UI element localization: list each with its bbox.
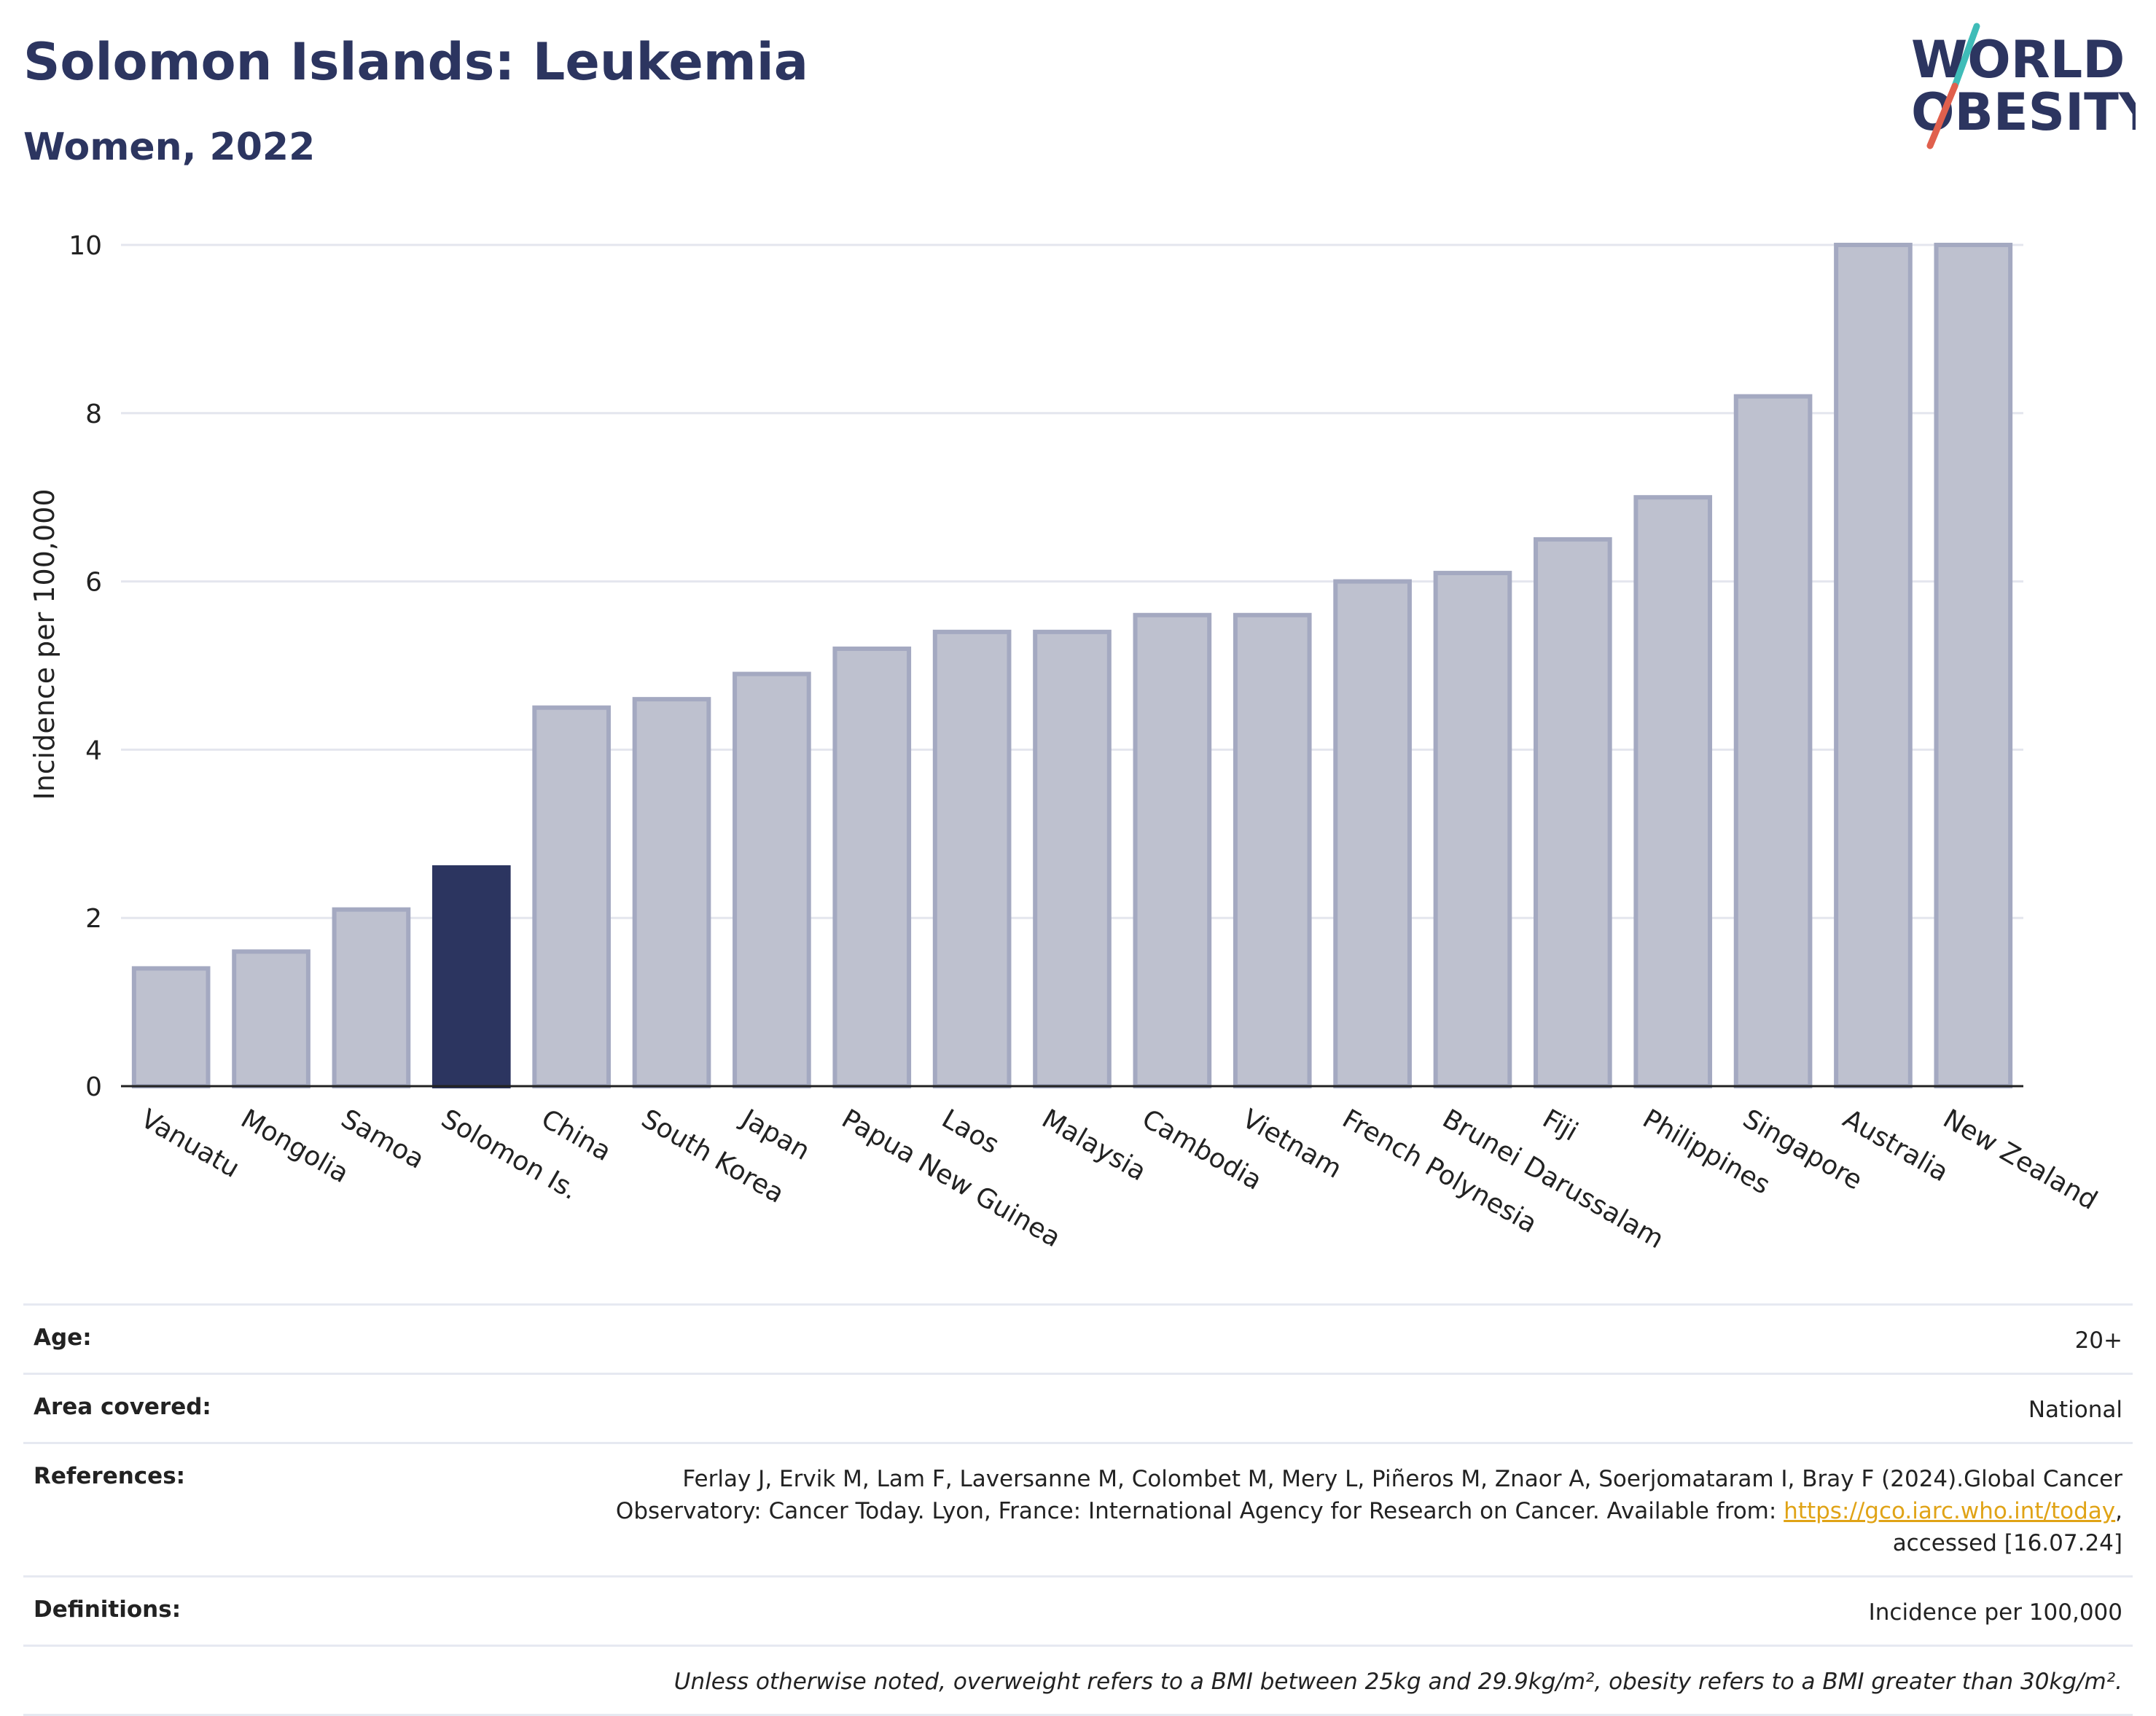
y-tick-label: 4 [85, 736, 102, 765]
world-obesity-logo: WORLD OBESITY [1911, 23, 2136, 149]
y-tick-labels: 0 2 4 6 8 10 [69, 231, 102, 1102]
bar-mongolia [232, 949, 310, 1088]
x-tick-label: Mongolia [236, 1104, 354, 1189]
bar-new-zealand [1934, 243, 2013, 1088]
x-tick-label: China [536, 1104, 617, 1167]
references-line-2-end: , [2115, 1498, 2122, 1524]
y-axis-label: Incidence per 100,000 [28, 488, 60, 800]
bars [131, 243, 2013, 1089]
page-subtitle: Women, 2022 [23, 125, 316, 169]
meta-row-references: References: Ferlay J, Ervik M, Lam F, La… [23, 1442, 2133, 1575]
bar-philippines [1633, 495, 1713, 1088]
x-tick-label: Fiji [1537, 1104, 1582, 1147]
references-line-1: Ferlay J, Ervik M, Lam F, Laversanne M, … [682, 1466, 2122, 1492]
bar-samoa [332, 907, 411, 1089]
meta-row-definitions: Definitions: Incidence per 100,000 [23, 1575, 2133, 1645]
references-link[interactable]: https://gco.iarc.who.int/today [1784, 1498, 2116, 1524]
meta-row-area: Area covered: National [23, 1373, 2133, 1442]
bar-vietnam [1233, 612, 1312, 1088]
svg-text:WORLD: WORLD [1911, 30, 2125, 90]
bar-solomon-is [431, 865, 511, 1088]
bar-japan [733, 671, 811, 1088]
svg-text:OBESITY: OBESITY [1911, 82, 2136, 142]
bar-australia [1834, 243, 1913, 1088]
bar-cambodia [1133, 612, 1212, 1088]
meta-row-age: Age: 20+ [23, 1303, 2133, 1373]
x-tick-label: Laos [937, 1104, 1004, 1160]
area-label: Area covered: [34, 1394, 211, 1420]
y-tick-label: 8 [85, 399, 102, 429]
references-label: References: [34, 1463, 186, 1489]
meta-row-note: Unless otherwise noted, overweight refer… [23, 1645, 2133, 1716]
y-tick-label: 0 [85, 1072, 102, 1102]
y-tick-label: 6 [85, 568, 102, 598]
y-tick-label: 2 [85, 904, 102, 934]
definitions-value: Incidence per 100,000 [1868, 1599, 2122, 1626]
bar-china [532, 705, 611, 1088]
bar-papua-new-guinea [832, 646, 912, 1088]
x-tick-label: Vanuatu [136, 1104, 244, 1184]
bar-laos [932, 629, 1012, 1088]
x-tick-label: New Zealand [1938, 1104, 2102, 1216]
age-label: Age: [34, 1325, 92, 1351]
definitions-label: Definitions: [34, 1596, 181, 1623]
bar-malaysia [1033, 629, 1112, 1088]
references-line-3: accessed [16.07.24] [1892, 1530, 2122, 1556]
x-tick-label: Malaysia [1037, 1104, 1152, 1187]
area-value: National [2028, 1397, 2122, 1423]
bar-brunei-darussalam [1433, 571, 1512, 1088]
y-tick-label: 10 [69, 231, 102, 261]
references-value: Ferlay J, Ervik M, Lam F, Laversanne M, … [616, 1463, 2122, 1559]
x-tick-label: Japan [735, 1103, 815, 1166]
bar-vanuatu [131, 966, 211, 1088]
page-title: Solomon Islands: Leukemia [23, 32, 808, 92]
bar-fiji [1534, 537, 1612, 1088]
bar-french-polynesia [1333, 579, 1412, 1088]
references-line-2: Observatory: Cancer Today. Lyon, France:… [615, 1498, 1784, 1524]
bar-south-korea [632, 697, 711, 1088]
age-value: 20+ [2074, 1327, 2122, 1354]
bar-singapore [1733, 394, 1813, 1088]
metadata-table: Age: 20+ Area covered: National Referenc… [23, 1303, 2133, 1716]
bmi-note: Unless otherwise noted, overweight refer… [673, 1669, 2122, 1695]
